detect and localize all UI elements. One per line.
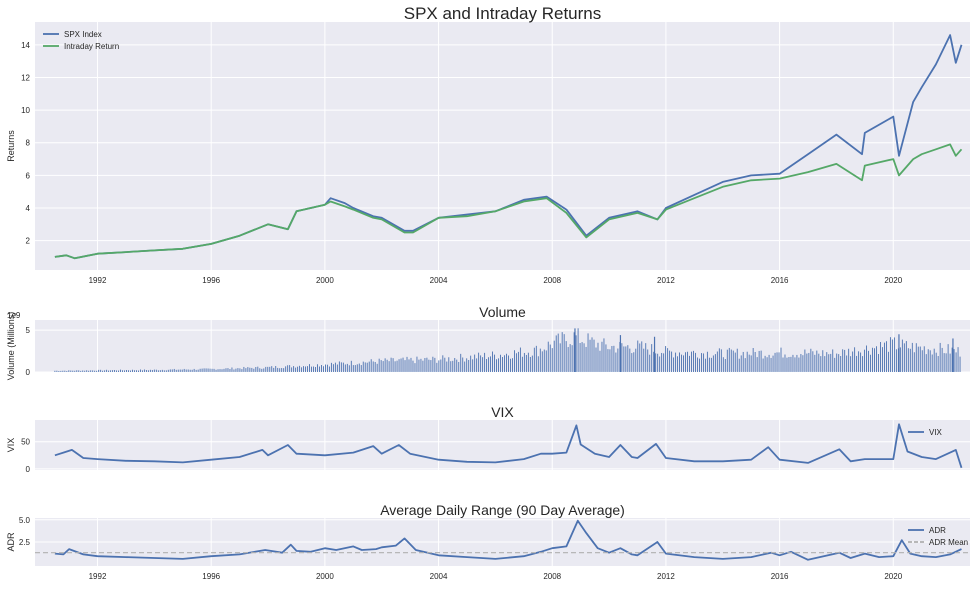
- y-tick-label: 8: [26, 139, 31, 148]
- legend-label: ADR: [929, 526, 946, 535]
- y-tick-label: 2: [26, 237, 31, 246]
- y-tick-label: 6: [26, 171, 31, 180]
- x-tick-label: 2004: [430, 276, 448, 285]
- y-tick-label: 12: [21, 73, 30, 82]
- y-tick-label: 4: [26, 204, 31, 213]
- x-tick-label: 2000: [316, 572, 334, 581]
- legend-label: VIX: [929, 428, 943, 437]
- x-tick-label: 2004: [430, 572, 448, 581]
- series-line-1: [54, 143, 963, 260]
- y-offset-label: 1e9: [7, 311, 21, 320]
- y-tick-label: 5: [26, 326, 31, 335]
- y-tick-label: 14: [21, 41, 30, 50]
- legend: ADR ADR Mean: [908, 526, 968, 547]
- x-tick-label: 2016: [771, 572, 789, 581]
- vix-chart: 0 50 VIX VIX VIX: [6, 404, 970, 474]
- y-axis-label: VIX: [6, 438, 16, 453]
- x-tick-label: 1992: [89, 276, 107, 285]
- volume-chart: 0 5 Volume Volume (Millions)1e9: [6, 304, 970, 380]
- x-tick-label: 2016: [771, 276, 789, 285]
- series-line-0: [54, 423, 963, 469]
- y-axis-label: ADR: [6, 532, 16, 552]
- chart-title: Volume: [479, 304, 526, 320]
- x-tick-label: 1996: [202, 572, 220, 581]
- x-tick-label: 2020: [884, 572, 902, 581]
- x-tick-label: 2008: [543, 276, 561, 285]
- x-tick-label: 1996: [202, 276, 220, 285]
- chart-title: SPX and Intraday Returns: [404, 4, 602, 23]
- spx-returns-chart: 2 4 6 8 10 12 14 SPX and Intraday Returns Return…: [6, 4, 970, 285]
- x-tick-label: 2012: [657, 572, 675, 581]
- x-tick-label: 2000: [316, 276, 334, 285]
- legend: SPX Index Intraday Return: [43, 30, 119, 51]
- x-tick-label: 2012: [657, 276, 675, 285]
- y-tick-label: 10: [21, 106, 30, 115]
- legend-label: Intraday Return: [64, 42, 119, 51]
- y-axis-label: Volume (Millions): [6, 312, 16, 381]
- y-axis-label: Returns: [6, 130, 16, 162]
- y-tick-label: 5.0: [19, 516, 31, 525]
- chart-title: Average Daily Range (90 Day Average): [380, 502, 625, 518]
- legend-label: SPX Index: [64, 30, 102, 39]
- y-tick-label: 0: [26, 368, 31, 377]
- plot-area: [35, 22, 970, 270]
- chart-title: VIX: [491, 404, 514, 420]
- legend-label: ADR Mean: [929, 538, 968, 547]
- legend: VIX: [908, 428, 943, 437]
- x-tick-label: 2020: [884, 276, 902, 285]
- x-tick-label: 1992: [89, 572, 107, 581]
- adr-chart: 2.5 5.0 Average Daily Range (90 Day Averag…: [6, 502, 970, 581]
- y-tick-label: 0: [26, 465, 31, 474]
- y-tick-label: 2.5: [19, 538, 31, 547]
- x-tick-label: 2008: [543, 572, 561, 581]
- y-tick-label: 50: [21, 438, 30, 447]
